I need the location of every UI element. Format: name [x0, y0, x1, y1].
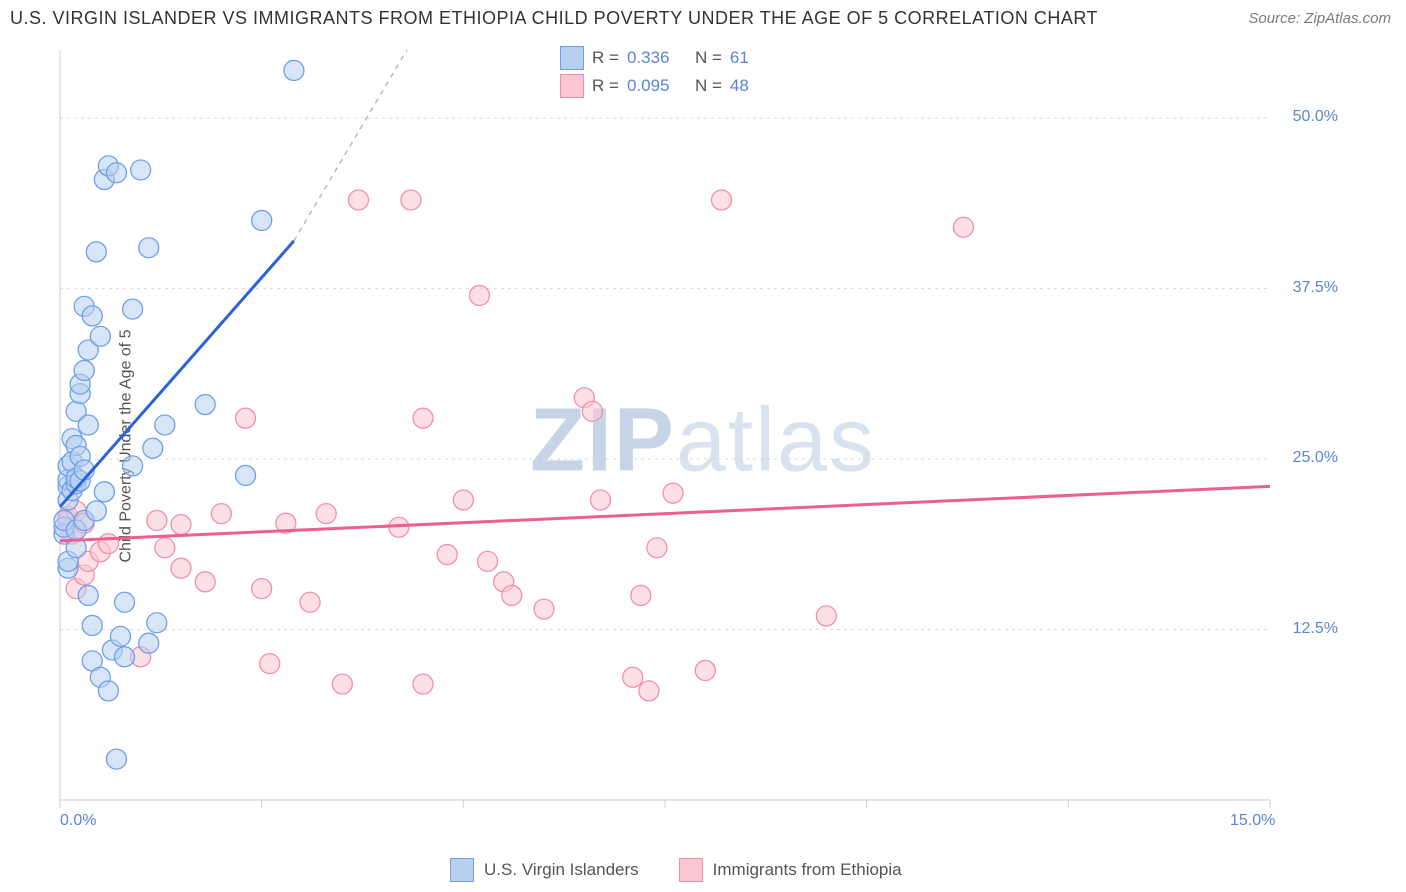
- legend-stats-row-blue: R = 0.336 N = 61: [560, 44, 749, 72]
- legend-swatch-pink-icon: [679, 858, 703, 882]
- y-tick-label: 25.0%: [1278, 449, 1338, 467]
- y-tick-label: 12.5%: [1278, 620, 1338, 638]
- legend-stats: R = 0.336 N = 61 R = 0.095 N = 48: [560, 44, 749, 100]
- legend-swatch-blue-icon: [450, 858, 474, 882]
- legend-swatch-pink-icon: [560, 74, 584, 98]
- legend-item-pink: Immigrants from Ethiopia: [679, 858, 902, 882]
- scatter-chart: [50, 40, 1340, 840]
- legend-series: U.S. Virgin Islanders Immigrants from Et…: [450, 858, 902, 882]
- legend-swatch-blue-icon: [560, 46, 584, 70]
- legend-stats-row-pink: R = 0.095 N = 48: [560, 72, 749, 100]
- chart-container: U.S. VIRGIN ISLANDER VS IMMIGRANTS FROM …: [0, 0, 1406, 892]
- x-tick-label: 0.0%: [60, 812, 96, 830]
- y-tick-label: 50.0%: [1278, 108, 1338, 126]
- legend-label-pink: Immigrants from Ethiopia: [713, 860, 902, 880]
- x-tick-label: 15.0%: [1230, 812, 1275, 830]
- legend-item-blue: U.S. Virgin Islanders: [450, 858, 639, 882]
- source-label: Source: ZipAtlas.com: [1248, 10, 1391, 27]
- chart-title: U.S. VIRGIN ISLANDER VS IMMIGRANTS FROM …: [10, 8, 1098, 29]
- legend-label-blue: U.S. Virgin Islanders: [484, 860, 639, 880]
- y-tick-label: 37.5%: [1278, 279, 1338, 297]
